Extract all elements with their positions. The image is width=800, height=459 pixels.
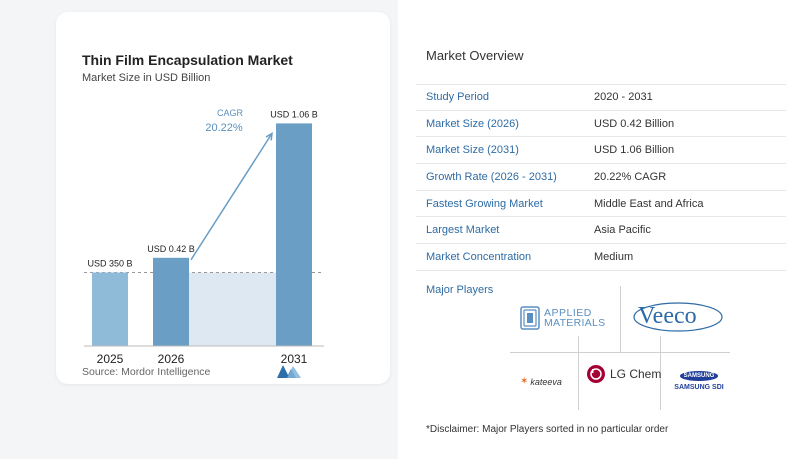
cagr-value: 20.22% bbox=[205, 122, 243, 134]
overview-row-key: Largest Market bbox=[426, 224, 500, 237]
samsung-sdi-logo: SAMSUNG SAMSUNG SDI bbox=[668, 364, 730, 391]
overview-title: Market Overview bbox=[426, 48, 524, 63]
overview-row-value: Middle East and Africa bbox=[594, 197, 704, 210]
overview-row-value: Asia Pacific bbox=[594, 224, 651, 237]
applied-materials-text-top: APPLIED bbox=[544, 307, 592, 319]
chart-title: Thin Film Encapsulation Market bbox=[82, 52, 293, 68]
kateeva-text: kateeva bbox=[530, 376, 562, 387]
overview-row-value: 2020 - 2031 bbox=[594, 91, 653, 104]
veeco-swoosh-icon bbox=[633, 302, 723, 332]
cagr-arrow-head bbox=[265, 131, 273, 141]
kateeva-logo: ✶ kateeva bbox=[520, 376, 562, 387]
data-label-2025: USD 350 B bbox=[87, 259, 132, 269]
chart-card: Thin Film Encapsulation Market Market Si… bbox=[56, 12, 390, 384]
overview-row: Market Size (2026) USD 0.42 Billion bbox=[416, 111, 786, 138]
overview-row-value: USD 1.06 Billion bbox=[594, 144, 675, 157]
overview-row-key: Market Concentration bbox=[426, 250, 532, 263]
overview-row: Fastest Growing Market Middle East and Af… bbox=[416, 191, 786, 218]
players-grid: APPLIED MATERIALS Veeco ✶ kateeva LG Che… bbox=[510, 286, 730, 410]
x-tick-label: 2026 bbox=[158, 352, 185, 366]
lg-circle-icon bbox=[587, 365, 605, 383]
overview-row: Market Concentration Medium bbox=[416, 244, 786, 271]
grid-divider bbox=[660, 336, 661, 410]
lg-chem-logo: LG Chem bbox=[586, 364, 661, 384]
x-tick-label: 2031 bbox=[281, 352, 308, 366]
data-label-2031: USD 1.06 B bbox=[270, 109, 318, 119]
overview-row-value: 20.22% CAGR bbox=[594, 170, 667, 183]
kateeva-mark-icon: ✶ bbox=[520, 376, 529, 387]
samsung-oval-text: SAMSUNG bbox=[679, 371, 719, 381]
overview-row-key: Market Size (2026) bbox=[426, 117, 519, 130]
applied-materials-icon bbox=[520, 306, 540, 330]
overview-row-key: Growth Rate (2026 - 2031) bbox=[426, 170, 557, 183]
grid-divider bbox=[578, 336, 579, 410]
x-tick-label: 2025 bbox=[97, 352, 124, 366]
players-title: Major Players bbox=[426, 284, 494, 296]
overview-row: Study Period 2020 - 2031 bbox=[416, 84, 786, 111]
bar-2025 bbox=[92, 272, 128, 346]
cagr-arrow bbox=[190, 132, 273, 261]
grid-divider bbox=[620, 286, 621, 352]
source-label: Source: Mordor Intelligence bbox=[82, 366, 211, 378]
overview-row: Largest Market Asia Pacific bbox=[416, 217, 786, 245]
grid-divider bbox=[510, 352, 730, 353]
bar-2031 bbox=[276, 123, 312, 347]
data-label-2026: USD 0.42 B bbox=[147, 244, 195, 254]
bar-chart: USD 350 B 2025 USD 0.42 B 2026 USD 1.06 B 203… bbox=[84, 108, 324, 366]
applied-materials-logo: APPLIED MATERIALS bbox=[520, 306, 605, 330]
growth-region bbox=[189, 272, 276, 346]
applied-materials-text-bottom: MATERIALS bbox=[544, 317, 606, 329]
overview-panel: Market Overview Study Period 2020 - 2031 M… bbox=[398, 0, 800, 459]
overview-row-key: Fastest Growing Market bbox=[426, 197, 543, 210]
overview-row-key: Study Period bbox=[426, 91, 489, 104]
samsung-sdi-text: SAMSUNG SDI bbox=[674, 384, 724, 391]
overview-row-value: USD 0.42 Billion bbox=[594, 117, 675, 130]
disclaimer: *Disclaimer: Major Players sorted in no … bbox=[426, 424, 669, 435]
lg-chem-text: LG Chem bbox=[610, 367, 662, 381]
cagr-label: CAGR bbox=[217, 108, 244, 118]
overview-row-value: Medium bbox=[594, 250, 634, 263]
veeco-logo: Veeco bbox=[630, 300, 724, 339]
veeco-text: Veeco bbox=[638, 303, 697, 329]
bar-2026 bbox=[153, 257, 189, 346]
chart-subtitle: Market Size in USD Billion bbox=[82, 72, 211, 84]
overview-row: Growth Rate (2026 - 2031) 20.22% CAGR bbox=[416, 164, 786, 191]
overview-table: Study Period 2020 - 2031 Market Size (2026… bbox=[416, 84, 786, 271]
overview-row-key: Market Size (2031) bbox=[426, 144, 519, 157]
overview-row: Market Size (2031) USD 1.06 Billion bbox=[416, 137, 786, 165]
mordor-intelligence-logo-icon bbox=[277, 365, 301, 378]
